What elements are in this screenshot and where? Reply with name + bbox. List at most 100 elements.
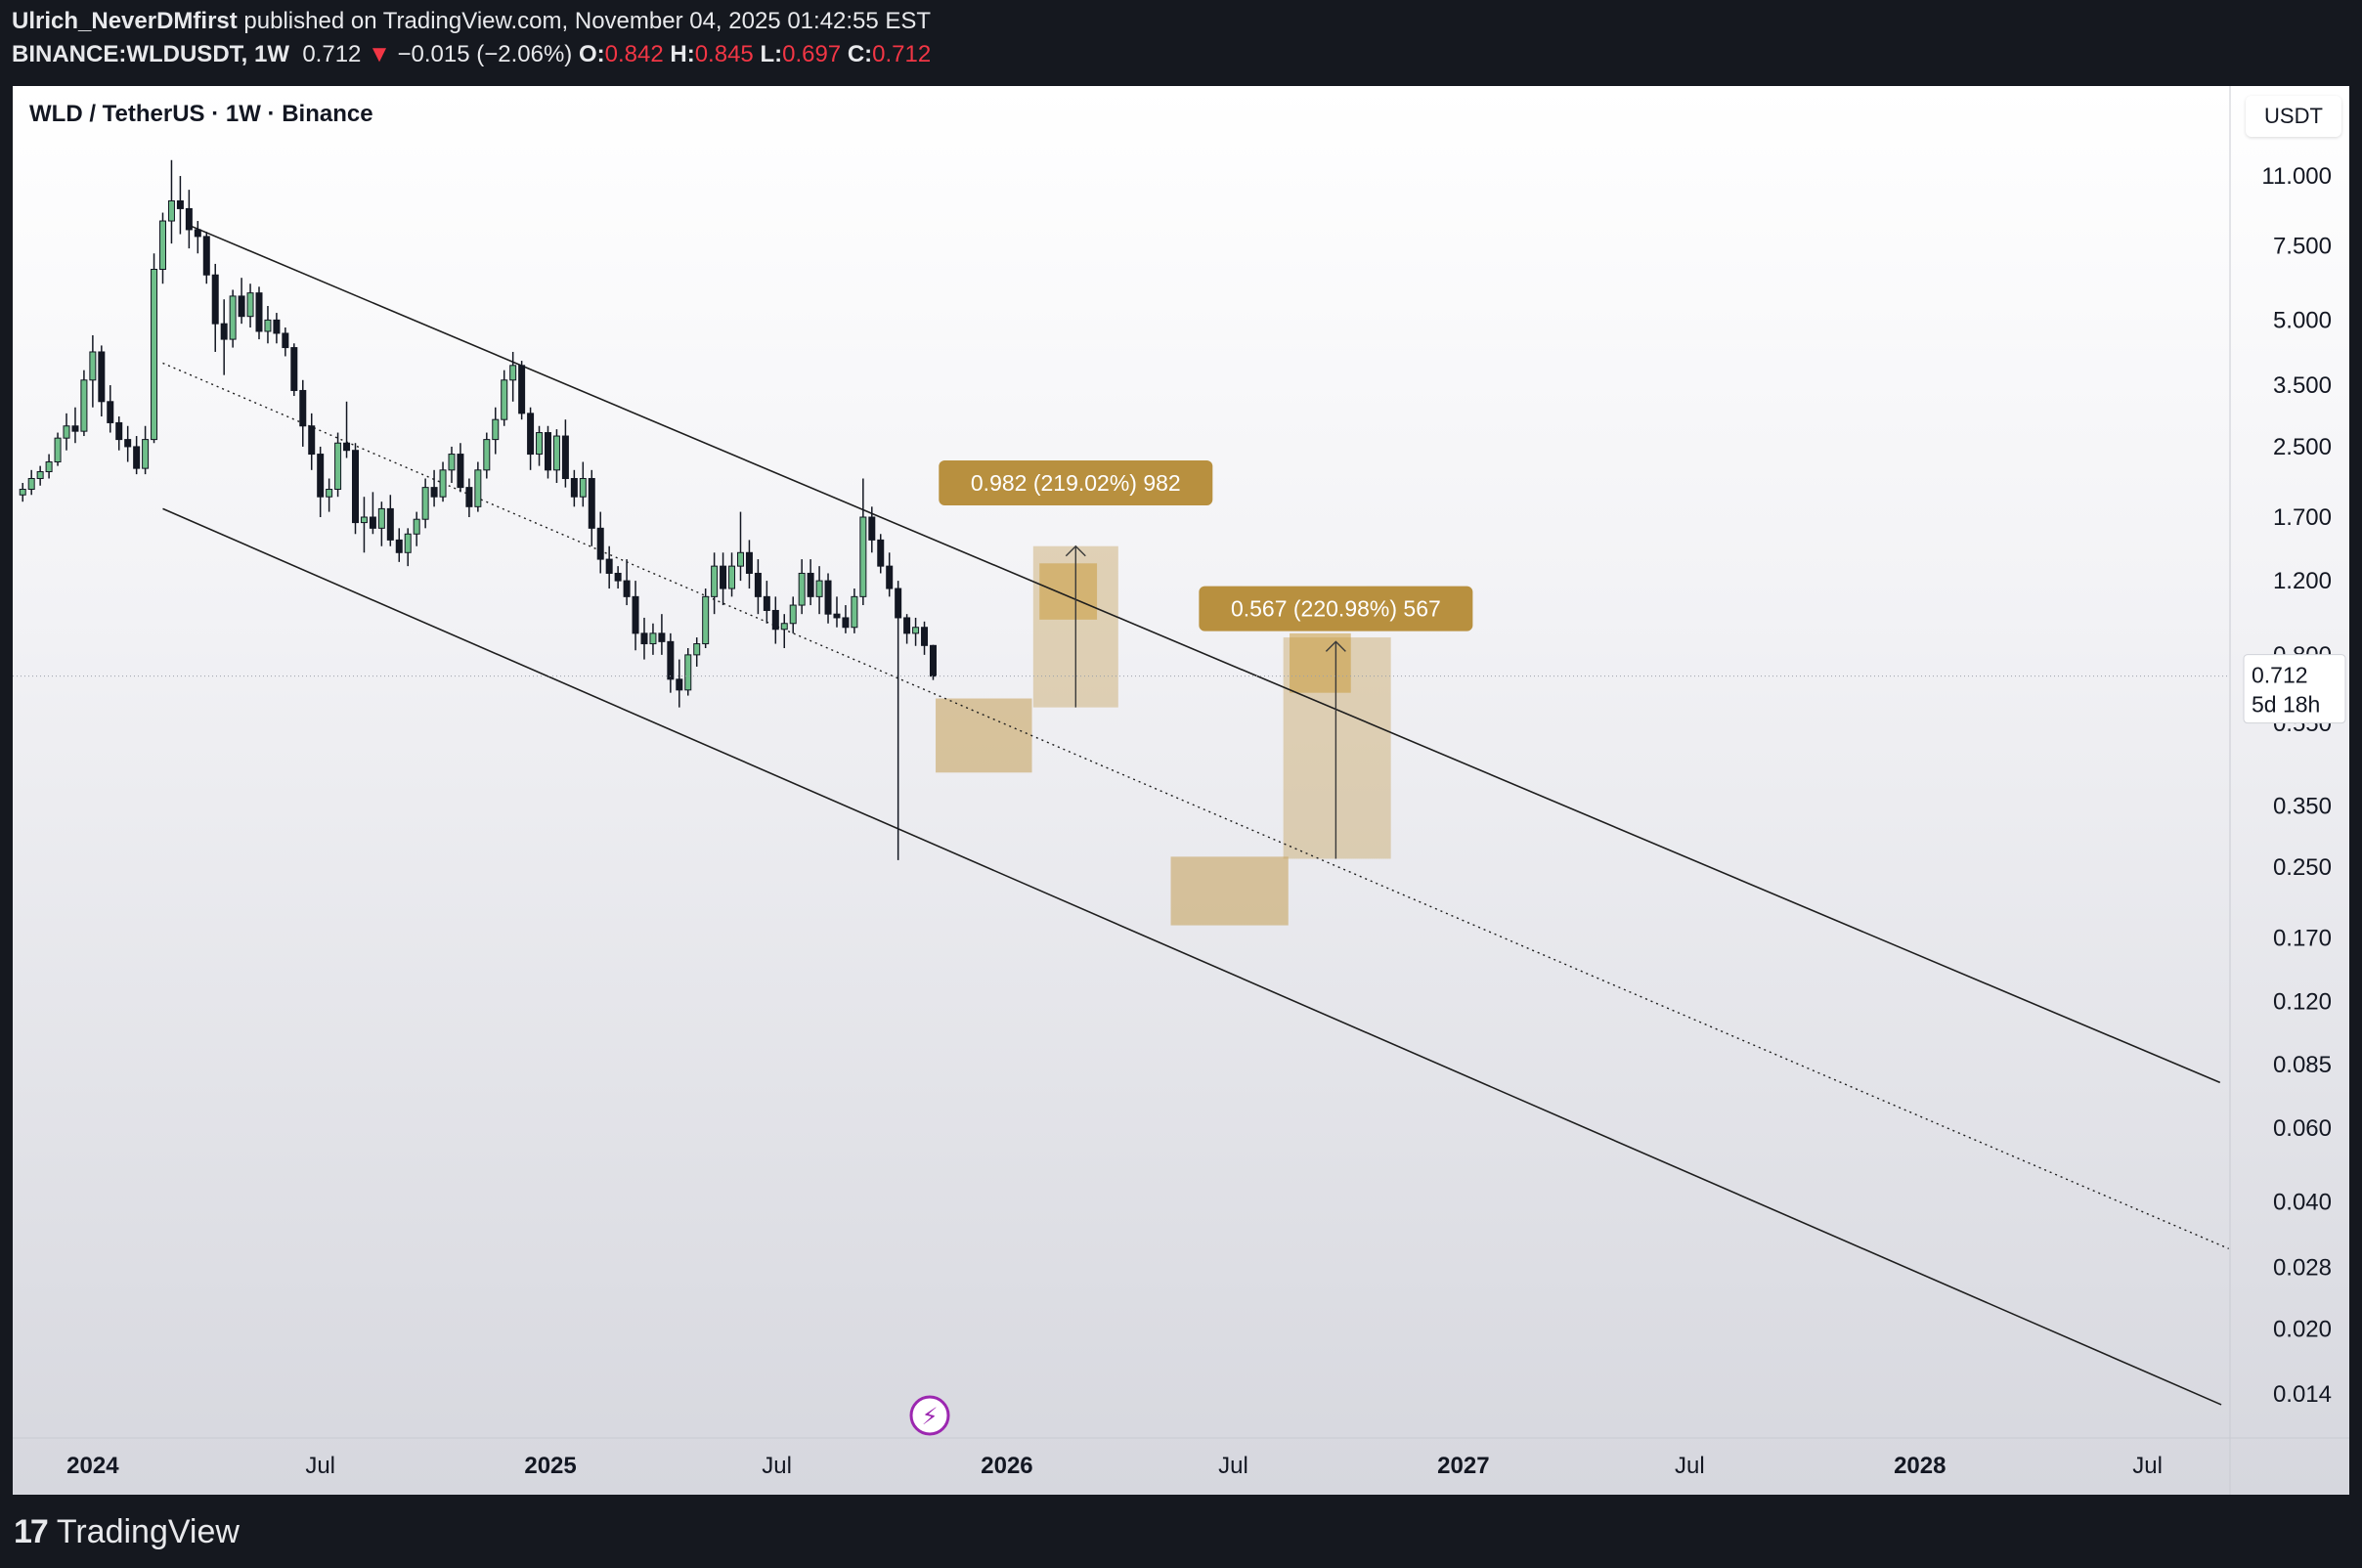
close-value: 0.712 [872, 41, 932, 67]
time-tick-label: 2027 [1437, 1453, 1489, 1479]
candle-body-49 [448, 454, 456, 471]
price-tick-label: 0.085 [2273, 1052, 2332, 1078]
candle-body-97 [868, 516, 876, 541]
open-value: 0.842 [604, 41, 664, 67]
candle-body-74 [667, 640, 675, 680]
candle-body-9 [98, 351, 106, 403]
time-tick-label: Jul [2132, 1453, 2163, 1479]
candle-body-18 [176, 199, 184, 209]
price-tick-label: 0.040 [2273, 1190, 2332, 1216]
candle-body-2 [36, 471, 44, 480]
candle-body-36 [334, 442, 342, 491]
candle-body-48 [439, 469, 447, 498]
candle-body-84 [754, 572, 762, 597]
candle-body-88 [789, 604, 797, 625]
candle-body-100 [895, 588, 902, 619]
measure-label-0: 0.982 (219.02%) 982 [971, 470, 1181, 496]
candle-body-51 [465, 487, 473, 507]
candle-body-44 [404, 533, 412, 553]
candle-body-14 [142, 439, 150, 469]
price-change: −0.015 (−2.06%) [397, 41, 573, 67]
measure-arrow-head-0 [1065, 544, 1086, 557]
candle-body-54 [492, 418, 500, 441]
price-tick-label: 0.350 [2273, 793, 2332, 819]
candle-body-86 [771, 609, 779, 631]
candle-body-72 [649, 632, 657, 645]
candle-body-35 [326, 489, 333, 498]
candle-body-22 [211, 274, 219, 325]
candle-body-47 [430, 487, 438, 498]
last-price-badge [2243, 654, 2346, 724]
candle-body-39 [360, 516, 368, 524]
candle-body-59 [536, 432, 544, 456]
bar-countdown-label: 5d 18h [2252, 692, 2320, 718]
candle-body-101 [903, 617, 911, 634]
candle-body-1 [27, 478, 35, 491]
candle-body-73 [658, 632, 666, 642]
candle-body-58 [527, 413, 535, 456]
candle-body-5 [63, 425, 70, 439]
price-tick-label: 0.014 [2273, 1381, 2332, 1408]
candle-body-38 [351, 450, 359, 524]
time-tick-label: Jul [1675, 1453, 1705, 1479]
time-tick-label: Jul [1218, 1453, 1248, 1479]
currency-button[interactable]: USDT [2246, 96, 2341, 137]
candle-body-68 [614, 572, 622, 582]
candle-body-93 [833, 613, 841, 619]
candle-body-65 [588, 478, 595, 529]
low-value: 0.697 [782, 41, 842, 67]
candle-body-55 [501, 379, 508, 420]
price-tick-label: 2.500 [2273, 434, 2332, 460]
candle-body-46 [421, 487, 429, 520]
author-name[interactable]: Ulrich_NeverDMfirst [12, 8, 238, 34]
candle-body-30 [282, 332, 289, 349]
lightning-icon [909, 1395, 950, 1436]
low-label: L: [760, 41, 783, 67]
channel-line-lower [162, 507, 2222, 1406]
candle-body-15 [151, 269, 158, 441]
zone-entry-2 [936, 698, 1032, 773]
candle-body-50 [457, 454, 464, 489]
price-tick-label: 1.700 [2273, 504, 2332, 531]
tradingview-logo[interactable]: 17 TradingView [14, 1513, 240, 1551]
candle-body-29 [273, 319, 281, 334]
candle-body-0 [19, 489, 26, 496]
candle-body-13 [133, 446, 141, 469]
candle-body-24 [229, 295, 237, 340]
last-price-label: 0.712 [2252, 663, 2308, 688]
candle-body-81 [728, 565, 736, 589]
candle-body-82 [736, 551, 744, 567]
candle-body-63 [570, 478, 578, 498]
candle-body-67 [605, 558, 613, 574]
price-tick-label: 0.060 [2273, 1115, 2332, 1142]
price-tick-label: 5.000 [2273, 307, 2332, 333]
candle-body-33 [308, 425, 316, 456]
publish-info: Ulrich_NeverDMfirst published on Trading… [12, 8, 931, 35]
candle-body-19 [185, 207, 193, 231]
candle-body-12 [124, 439, 132, 448]
symbol-name: BINANCE:WLDUSDT, 1W [12, 41, 289, 67]
candle-body-79 [711, 565, 719, 597]
candle-body-99 [886, 565, 894, 589]
candle-body-80 [720, 565, 727, 589]
candle-body-77 [693, 643, 701, 656]
candle-body-92 [824, 580, 832, 615]
tradingview-logo-icon: 17 [14, 1513, 49, 1550]
candle-body-95 [851, 595, 858, 629]
candle-body-8 [89, 351, 97, 381]
time-tick-label: Jul [305, 1453, 335, 1479]
candle-body-90 [807, 572, 814, 597]
measure-arrow-head-1 [1325, 640, 1346, 652]
zone-target-inner-1 [1039, 563, 1098, 620]
candle-body-83 [745, 551, 753, 574]
candle-body-66 [596, 527, 604, 560]
channel-line-upper [189, 224, 2221, 1084]
price-tick-label: 0.170 [2273, 925, 2332, 951]
time-tick-label: 2028 [1894, 1453, 1946, 1479]
zone-target-inner-4 [1290, 632, 1351, 693]
candle-body-70 [632, 595, 639, 634]
candle-body-4 [54, 437, 62, 463]
candle-body-96 [859, 516, 867, 597]
